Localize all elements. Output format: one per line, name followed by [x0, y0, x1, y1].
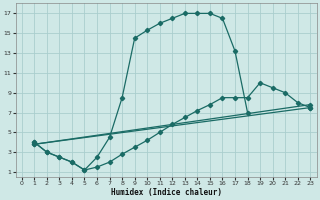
X-axis label: Humidex (Indice chaleur): Humidex (Indice chaleur)	[110, 188, 221, 197]
